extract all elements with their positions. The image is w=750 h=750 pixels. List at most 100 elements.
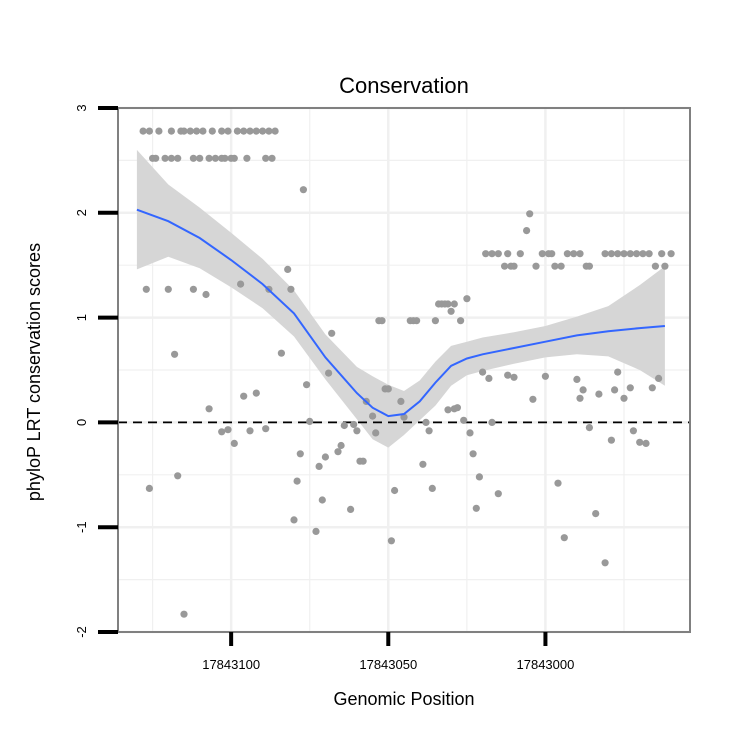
data-point — [488, 250, 496, 258]
data-point — [284, 265, 292, 273]
smooth-line — [136, 208, 665, 418]
data-point — [318, 496, 326, 504]
data-point — [246, 427, 254, 435]
data-point — [453, 404, 461, 412]
chart-title: Conservation — [339, 73, 469, 98]
data-point — [350, 420, 358, 429]
data-point — [293, 477, 301, 485]
data-point — [167, 154, 175, 162]
data-point — [472, 504, 480, 512]
data-point — [218, 428, 226, 436]
data-point — [488, 418, 496, 426]
data-point — [645, 250, 653, 258]
x-tick-label: 17843000 — [517, 657, 575, 672]
data-point — [460, 416, 468, 424]
data-point — [532, 262, 540, 270]
data-point — [450, 300, 458, 308]
data-point — [145, 127, 153, 135]
data-point — [397, 397, 405, 405]
data-point — [171, 350, 179, 358]
data-point — [145, 484, 153, 492]
data-point — [579, 386, 587, 394]
data-point — [296, 450, 304, 458]
data-point — [557, 262, 565, 270]
data-point — [661, 262, 669, 270]
data-point — [186, 127, 194, 135]
data-point — [554, 479, 562, 487]
data-point — [303, 381, 311, 389]
data-point — [570, 250, 578, 258]
data-point — [340, 421, 348, 430]
data-point — [240, 392, 248, 400]
data-point — [504, 371, 512, 379]
data-point — [387, 537, 395, 545]
data-point — [422, 418, 430, 426]
data-point — [199, 127, 207, 135]
data-point — [196, 154, 204, 162]
data-point — [614, 250, 622, 258]
data-point — [576, 250, 584, 258]
data-point — [457, 317, 465, 325]
data-point — [189, 154, 197, 162]
data-point — [152, 154, 160, 162]
data-point — [224, 127, 232, 135]
data-point — [607, 436, 616, 444]
data-point — [667, 250, 675, 258]
y-tick-label: -1 — [74, 521, 89, 533]
data-point — [642, 439, 650, 447]
data-point — [334, 448, 342, 456]
data-point — [180, 127, 188, 135]
y-tick-label: -2 — [74, 626, 89, 638]
panel-border — [117, 107, 691, 633]
data-point — [479, 368, 487, 376]
data-point — [208, 127, 216, 135]
data-point — [243, 154, 251, 162]
data-point — [167, 127, 175, 135]
data-point — [526, 210, 534, 218]
data-point — [620, 250, 628, 258]
data-point — [391, 486, 399, 495]
data-point — [607, 250, 616, 258]
data-point — [262, 425, 270, 433]
data-point — [262, 154, 270, 162]
data-point — [384, 385, 392, 393]
data-point — [161, 154, 169, 162]
data-point — [230, 154, 238, 162]
data-point — [494, 490, 502, 498]
y-tick-label: 2 — [74, 209, 89, 216]
data-point — [655, 374, 663, 382]
data-point — [268, 154, 276, 162]
data-point — [369, 412, 377, 420]
data-point — [193, 127, 201, 135]
data-point — [337, 441, 345, 450]
data-point — [585, 424, 594, 432]
data-point — [601, 250, 609, 258]
data-point — [237, 280, 245, 288]
data-point — [240, 127, 248, 135]
data-point — [246, 127, 254, 135]
data-point — [419, 460, 427, 468]
data-point — [224, 426, 232, 434]
data-point — [174, 472, 182, 480]
data-point — [595, 390, 603, 398]
data-point — [592, 509, 600, 518]
data-point — [353, 427, 361, 435]
data-point — [563, 250, 572, 258]
data-point — [636, 438, 644, 446]
data-point — [180, 610, 188, 618]
data-point — [485, 374, 493, 382]
y-axis: -2 -1 0 1 2 3 — [74, 104, 118, 638]
y-axis-label: phyloP LRT conservation scores — [24, 243, 44, 501]
data-point — [510, 262, 518, 270]
data-point — [447, 307, 455, 315]
data-point — [211, 154, 219, 162]
data-point — [431, 317, 439, 325]
data-point — [541, 372, 550, 380]
data-point — [218, 127, 226, 135]
y-tick-label: 0 — [74, 419, 89, 426]
data-point — [639, 250, 647, 258]
data-point — [230, 439, 238, 447]
data-point — [155, 127, 163, 135]
data-point — [585, 262, 594, 270]
